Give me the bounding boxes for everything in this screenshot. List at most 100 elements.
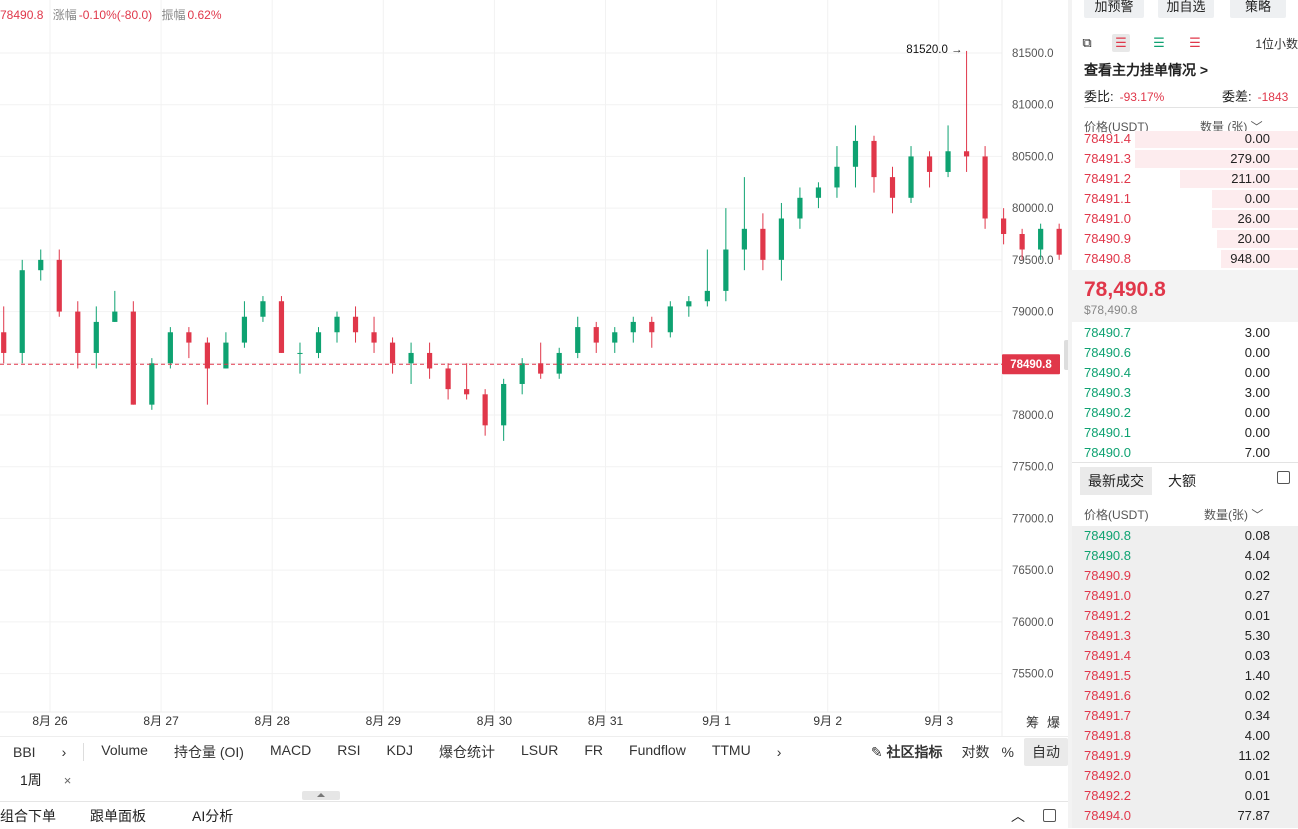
popout-icon[interactable]: ⧉ xyxy=(1082,35,1092,50)
orderbook-row[interactable]: 78491.8 4.00 xyxy=(1072,726,1298,746)
percent-scale-button[interactable]: % xyxy=(1001,744,1014,760)
candle-body xyxy=(56,259,62,312)
panel-resize-handle[interactable] xyxy=(302,791,340,800)
orderbook-row[interactable]: 78491.0 26.00 xyxy=(1072,209,1298,229)
candle-body xyxy=(815,187,822,198)
period-close-icon[interactable]: × xyxy=(63,772,72,788)
x-tick-label: 9月 2 xyxy=(813,714,842,728)
trade-col-qty[interactable]: 数量(张) ﹀ xyxy=(1204,506,1263,523)
indicator-item[interactable]: MACD xyxy=(269,742,312,758)
orderbook-row[interactable]: 78492.0 0.01 xyxy=(1072,766,1298,786)
orderbook-row[interactable]: 78490.0 7.00 xyxy=(1072,443,1298,459)
row-price: 78490.8 xyxy=(1084,548,1131,563)
indicator-item[interactable]: KDJ xyxy=(386,742,413,758)
orderbook-row[interactable]: 78491.4 0.03 xyxy=(1072,646,1298,666)
log-scale-button[interactable]: 对数 xyxy=(961,744,990,760)
auto-scale-button[interactable]: 自动 xyxy=(1024,738,1068,766)
indicator-scroll-icon[interactable]: › xyxy=(776,744,782,760)
orderbook-row[interactable]: 78490.1 0.00 xyxy=(1072,423,1298,443)
candle-body xyxy=(426,352,433,369)
orderbook-row[interactable]: 78491.3 279.00 xyxy=(1072,149,1298,169)
both-sides-icon[interactable]: ☰ xyxy=(1112,34,1130,52)
orderbook-row[interactable]: 78490.6 0.00 xyxy=(1072,343,1298,363)
add-alert-button[interactable]: 加预警 xyxy=(1084,0,1144,18)
indicator-item[interactable]: Volume xyxy=(101,742,148,758)
orderbook-row[interactable]: 78492.2 0.01 xyxy=(1072,786,1298,806)
trades-tabs: 最新成交 大额 xyxy=(1072,462,1298,497)
bottom-tabs: 组合下单 跟单面板 AI分析 ︿ xyxy=(0,801,1068,829)
add-watchlist-button[interactable]: 加自选 xyxy=(1158,0,1214,18)
orderbook-row[interactable]: 78490.3 3.00 xyxy=(1072,383,1298,403)
orderbook-row[interactable]: 78490.8 4.04 xyxy=(1072,546,1298,566)
row-qty: 211.00 xyxy=(1231,171,1270,186)
current-price-label: 78490.8 xyxy=(1010,359,1052,371)
community-indicator-button[interactable]: ✎ 社区指标 xyxy=(858,742,956,762)
main-orders-link[interactable]: 查看主力挂单情况 > xyxy=(1084,62,1209,78)
row-qty: 0.08 xyxy=(1244,528,1270,543)
indicator-item[interactable]: RSI xyxy=(337,742,361,758)
orderbook-row[interactable]: 78491.3 5.30 xyxy=(1072,626,1298,646)
chevron-up-icon[interactable]: ︿ xyxy=(1011,807,1025,824)
candle-body xyxy=(593,327,599,343)
orderbook-row[interactable]: 78490.7 3.00 xyxy=(1072,323,1298,343)
panel-collapse-handle[interactable] xyxy=(1064,340,1071,370)
indicator-item[interactable]: Fundflow xyxy=(629,742,686,758)
period-tag[interactable]: 1周 xyxy=(20,772,42,788)
row-qty: 1.40 xyxy=(1244,668,1270,683)
orderbook-row[interactable]: 78491.0 0.27 xyxy=(1072,586,1298,606)
orderbook-row[interactable]: 78491.9 11.02 xyxy=(1072,746,1298,766)
row-price: 78491.4 xyxy=(1084,131,1131,146)
row-qty: 279.00 xyxy=(1230,151,1270,166)
decimal-select[interactable]: 1位小数 xyxy=(1255,37,1298,51)
col-qty[interactable]: 数量 (张) ﹀ xyxy=(1200,118,1263,135)
orderbook-row[interactable]: 78490.2 0.00 xyxy=(1072,403,1298,423)
chevron-down-icon: ﹀ xyxy=(1250,120,1263,134)
indicator-more-icon[interactable]: › xyxy=(61,744,67,760)
indicator-item[interactable]: LSUR xyxy=(520,742,559,758)
tab-large-trades[interactable]: 大额 xyxy=(1168,473,1196,489)
y-tick-label: 75500.0 xyxy=(1012,669,1054,681)
orderbook-row[interactable]: 78491.1 0.00 xyxy=(1072,189,1298,209)
order-ratio: 委比: -93.17% 委差: -1843 xyxy=(1084,86,1298,108)
indicator-item[interactable]: 持仓量 (OI) xyxy=(173,744,244,760)
orderbook-row[interactable]: 78490.8 948.00 xyxy=(1072,249,1298,269)
asks-only-icon[interactable]: ☰ xyxy=(1189,35,1201,50)
orderbook-row[interactable]: 78491.2 0.01 xyxy=(1072,606,1298,626)
orderbook-row[interactable]: 78491.5 1.40 xyxy=(1072,666,1298,686)
row-qty: 0.27 xyxy=(1244,588,1270,603)
tab-latest-trades[interactable]: 最新成交 xyxy=(1080,467,1152,495)
candle-body xyxy=(630,321,636,333)
row-qty: 0.00 xyxy=(1244,345,1270,360)
tab-combo-order[interactable]: 组合下单 xyxy=(0,807,56,824)
candle-body xyxy=(223,342,229,369)
kline-chart[interactable]: 78490.8 涨幅 -0.10%(-80.0) 振幅 0.62% 81500.0 8… xyxy=(0,0,1065,736)
tab-ai-analysis[interactable]: AI分析 xyxy=(192,807,234,824)
orderbook-row[interactable]: 78494.0 77.87 xyxy=(1072,806,1298,826)
bids-only-icon[interactable]: ☰ xyxy=(1153,35,1165,50)
orderbook-row[interactable]: 78490.8 0.08 xyxy=(1072,526,1298,546)
row-price: 78490.8 xyxy=(1084,251,1131,266)
indicator-item[interactable]: 爆仓统计 xyxy=(438,744,495,760)
expand-icon[interactable] xyxy=(1043,809,1056,822)
candle-body xyxy=(75,311,81,353)
orderbook-row[interactable]: 78490.4 0.00 xyxy=(1072,363,1298,383)
indicator-bbi[interactable]: BBI xyxy=(13,744,36,760)
indicator-item[interactable]: FR xyxy=(584,742,604,758)
candle-body xyxy=(741,228,747,250)
orderbook-row[interactable]: 78491.7 0.34 xyxy=(1072,706,1298,726)
orderbook-row[interactable]: 78491.4 0.00 xyxy=(1072,131,1298,149)
row-price: 78490.3 xyxy=(1084,385,1131,400)
candle-body xyxy=(1019,234,1025,250)
tab-copy-trading[interactable]: 跟单面板 xyxy=(90,807,146,824)
large-filter-checkbox[interactable] xyxy=(1277,471,1290,484)
row-qty: 0.01 xyxy=(1244,608,1270,623)
orderbook-row[interactable]: 78491.2 211.00 xyxy=(1072,169,1298,189)
orderbook-row[interactable]: 78490.9 0.02 xyxy=(1072,566,1298,586)
candlestick-svg: 81500.0 81000.0 80500.0 80000.0 79500.0 79000… xyxy=(0,0,1062,736)
orderbook-row[interactable]: 78491.6 0.02 xyxy=(1072,686,1298,706)
candle-body xyxy=(1,332,7,353)
indicator-item[interactable]: TTMU xyxy=(711,742,751,758)
strategy-button[interactable]: 策略 xyxy=(1230,0,1286,18)
orderbook-row[interactable]: 78490.9 20.00 xyxy=(1072,229,1298,249)
candle-body xyxy=(38,259,44,271)
